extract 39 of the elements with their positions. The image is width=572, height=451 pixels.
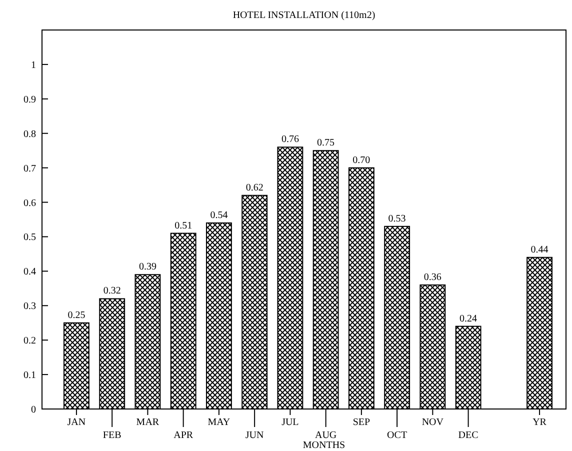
x-tick-label: OCT: [387, 430, 408, 441]
x-tick-label: DEC: [458, 430, 479, 441]
x-tick-label: FEB: [102, 430, 122, 441]
x-tick-label: JAN: [67, 417, 86, 428]
x-tick-label: JUL: [282, 417, 299, 428]
x-tick-label: MAY: [208, 417, 230, 428]
x-axis-title: MONTHS: [302, 440, 346, 451]
x-tick-label: NOV: [422, 417, 444, 428]
x-tick-label: APR: [174, 430, 194, 441]
y-tick-label: 0.2: [24, 336, 36, 347]
x-tick-label: MAR: [136, 417, 160, 428]
y-tick-label: 0.8: [24, 128, 36, 140]
data-label: 0.54: [210, 210, 228, 221]
y-tick-label: 0.1: [24, 370, 36, 382]
x-tick-label: YR: [532, 417, 547, 428]
x-tick-label: SEP: [352, 417, 370, 428]
data-label: 0.70: [352, 154, 370, 166]
y-tick-label: 0: [31, 404, 36, 416]
x-tick-label: AUG: [314, 430, 337, 441]
y-tick-label: 0.3: [24, 301, 36, 312]
data-label: 0.53: [388, 213, 406, 224]
y-tick-label: 0.6: [24, 198, 36, 209]
data-label: 0.24: [460, 313, 478, 324]
data-label: 0.44: [530, 244, 548, 256]
data-label: 0.39: [138, 262, 156, 273]
chart-title: HOTEL INSTALLATION (110m2): [232, 10, 376, 21]
data-label: 0.36: [424, 272, 442, 283]
data-label: 0.62: [246, 182, 264, 194]
data-label: 0.51: [174, 220, 192, 232]
x-tick-label: JUN: [245, 430, 264, 441]
y-tick-label: 0.7: [24, 163, 36, 174]
y-tick-label: 0.9: [24, 94, 36, 106]
y-tick-label: 0.5: [24, 232, 36, 244]
y-tick-label: 1: [31, 60, 36, 71]
data-label: 0.25: [68, 310, 86, 321]
data-label: 0.75: [317, 138, 335, 149]
data-label: 0.76: [281, 134, 299, 146]
y-tick-label: 0.4: [24, 266, 36, 278]
data-label: 0.32: [103, 286, 121, 297]
